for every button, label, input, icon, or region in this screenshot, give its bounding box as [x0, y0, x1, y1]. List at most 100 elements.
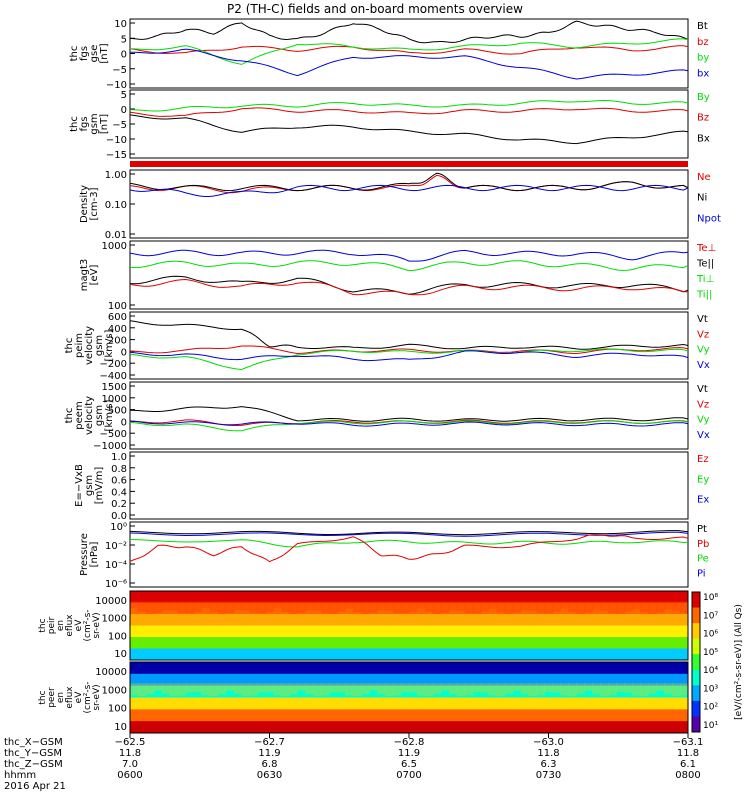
legend-entry: Pi	[697, 568, 706, 579]
spectrogram-texture	[369, 683, 378, 691]
y-tick-label: 10⁻²	[105, 541, 127, 552]
y-tick-label: 0.0	[111, 511, 127, 522]
x-row-value: 11.8	[537, 748, 559, 759]
y-tick-label: 0.01	[105, 230, 127, 241]
spectrogram-texture	[584, 601, 593, 613]
y-tick-label: 0.4	[111, 487, 127, 498]
spectrogram-texture	[273, 683, 282, 696]
y-tick-label: −10	[106, 80, 127, 91]
series-Vz	[129, 345, 689, 355]
spectrogram-peir: 10000 1000 100 10 thcpeirenefluxeV(cm²-s-sr-…	[38, 590, 689, 661]
legend-entry: Ez	[697, 454, 709, 465]
series-Vy	[129, 348, 689, 371]
x-row-label: thc_Y−GSM	[4, 748, 62, 759]
x-row-value: 0630	[257, 770, 282, 781]
spectrogram-texture	[608, 601, 617, 614]
y-tick-label: 10⁻⁴	[105, 560, 127, 571]
legend-entry: Te||	[696, 259, 714, 270]
y-axis-label: thcfgsgsm[nT]	[69, 113, 110, 134]
spectrogram-texture	[305, 683, 314, 695]
spectrogram-texture	[377, 601, 386, 610]
spectrograms-group: 10000 1000 100 10 thcpeirenefluxeV(cm²-s-sr-…	[38, 590, 689, 734]
x-row-value: 0730	[536, 770, 561, 781]
spectrogram-peer: 10000 1000 100 10 thcpeerenefluxeV(cm²-s-sr-…	[38, 661, 689, 734]
spectrogram-texture	[424, 683, 434, 696]
spectrogram-texture	[241, 601, 251, 611]
colorbar-frame	[691, 591, 701, 733]
spectrogram-texture	[193, 683, 203, 693]
y-tick-label: 1000	[102, 685, 127, 696]
series-bz	[129, 45, 689, 55]
spectrogram-texture	[217, 683, 227, 695]
y-tick-label: 100	[108, 301, 127, 312]
y-tick-label: 10	[114, 19, 127, 30]
legend-entry: Pe	[697, 554, 709, 565]
spectrogram-texture	[201, 601, 211, 609]
legend-entry: Ex	[697, 495, 709, 506]
spectrogram-texture	[488, 601, 498, 609]
series-Pe	[129, 539, 689, 548]
legend-entry: Vy	[697, 415, 710, 426]
figure-title: P2 (TH-C) fields and on-board moments ov…	[227, 2, 523, 16]
y-tick-label: 0.2	[111, 499, 127, 510]
spectrogram-band	[130, 662, 688, 675]
x-row-value: 11.9	[258, 748, 280, 759]
legend-entry: bx	[697, 68, 709, 79]
panel-density: 1.00 0.10 0.01 Density[cm-3] Ne Ni Npot	[79, 169, 721, 241]
y-axis-label: E=−VxBgsm[mV/m]	[74, 464, 105, 507]
series-Vx	[129, 350, 689, 362]
panel-pressure: 10⁰ 10⁻² 10⁻⁴ 10⁻⁶ Pressure[nPa] Pt Pb Pe Pi	[79, 521, 709, 590]
spectrogram-texture	[480, 683, 490, 693]
spectrogram-texture	[504, 683, 514, 694]
colorbar-tick-label: 10⁵	[703, 648, 718, 658]
x-axis-labels: thc_X−GSM −62.5 −62.7 −62.8 −63.0 −63.1 thc_Y−…	[4, 733, 703, 792]
spectrogram-texture	[552, 683, 561, 693]
spectrogram-texture	[656, 683, 665, 691]
colorbar-tick-label: 10⁸	[703, 593, 718, 603]
spectrogram-texture	[592, 601, 601, 610]
spectrogram-texture	[265, 683, 274, 693]
panel-frame	[129, 169, 689, 239]
spectrogram-texture	[385, 601, 394, 611]
spectrogram-texture	[544, 601, 553, 614]
y-axis-label: thcpeemvelocitygsm[km/s]	[64, 396, 115, 435]
x-row-value: −63.0	[533, 737, 564, 748]
y-tick-label: 1.0	[111, 452, 127, 463]
spectrogram-texture	[512, 683, 522, 691]
colorbar-segment	[692, 592, 700, 609]
spectrogram-band	[130, 648, 688, 661]
spectrogram-texture	[130, 683, 139, 696]
spectrogram-texture	[345, 683, 354, 696]
spectrogram-texture	[608, 683, 617, 696]
spectrogram-texture	[456, 683, 466, 697]
legend-entry: Ne	[697, 172, 711, 183]
panel-frame	[129, 521, 689, 588]
spectrogram-texture	[448, 683, 458, 695]
colorbar-segment	[692, 623, 700, 640]
spectrogram-texture	[329, 601, 338, 614]
x-row-value: −62.7	[254, 737, 285, 748]
spectrogram-texture	[656, 601, 665, 613]
y-tick-label: 10⁰	[110, 522, 127, 533]
y-tick-label: 5	[121, 90, 127, 101]
series-Pi	[129, 531, 689, 537]
spectrogram-texture	[592, 683, 601, 695]
colorbar-tick-label: 10³	[703, 684, 718, 694]
colorbar: 10⁸ 10⁷ 10⁶ 10⁵ 10⁴ 10³ 10² 10¹ [eV/(cm²-s-sr-eV…	[691, 591, 744, 733]
y-tick-label: −5	[112, 65, 127, 76]
series-bx	[129, 48, 689, 80]
spectrogram-texture	[337, 683, 346, 693]
colorbar-segment	[692, 716, 700, 733]
spectrogram-texture	[496, 683, 506, 696]
spectrogram-texture	[145, 683, 155, 695]
y-axis-label: thcpeirenefluxeV(cm²-s-sr-eV)	[38, 609, 102, 641]
spectrogram-texture	[385, 683, 394, 697]
x-row-value: 6.5	[401, 759, 417, 770]
legend-entry: By	[697, 92, 710, 103]
panel-frame	[129, 240, 689, 310]
spectrogram-texture	[201, 683, 211, 696]
spectrogram-texture	[233, 601, 243, 611]
spectrogram-texture	[313, 601, 322, 611]
spectrogram-texture	[416, 683, 426, 696]
legend-entry: Vz	[697, 399, 709, 410]
